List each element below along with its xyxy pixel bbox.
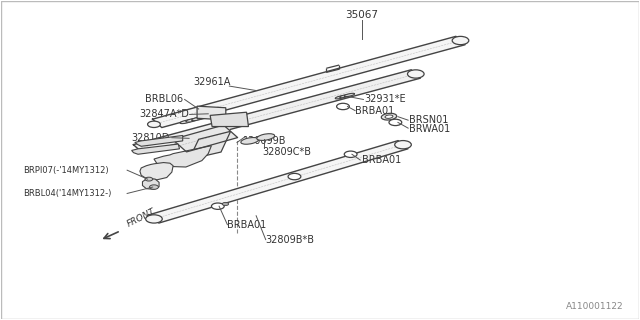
Circle shape	[395, 140, 412, 149]
Text: BRBL04('14MY1312-): BRBL04('14MY1312-)	[23, 189, 111, 198]
Polygon shape	[154, 146, 211, 167]
Ellipse shape	[186, 118, 198, 122]
Ellipse shape	[191, 117, 203, 121]
Text: BRSN01: BRSN01	[410, 115, 449, 125]
Circle shape	[148, 121, 161, 127]
Ellipse shape	[381, 113, 397, 120]
Ellipse shape	[180, 120, 192, 124]
Text: 32847A*D: 32847A*D	[140, 109, 189, 119]
Polygon shape	[135, 135, 182, 146]
Polygon shape	[152, 36, 465, 128]
Text: 35067: 35067	[345, 10, 378, 20]
Polygon shape	[172, 125, 237, 152]
Ellipse shape	[344, 93, 355, 97]
Ellipse shape	[241, 138, 259, 144]
Ellipse shape	[340, 94, 350, 98]
Circle shape	[222, 202, 228, 205]
Polygon shape	[210, 112, 248, 126]
Text: BRBA01: BRBA01	[355, 106, 394, 116]
Ellipse shape	[385, 115, 393, 118]
Text: BRBA01: BRBA01	[362, 155, 401, 165]
Text: 32810D: 32810D	[132, 133, 170, 143]
Polygon shape	[132, 144, 179, 154]
Text: 32931*E: 32931*E	[365, 94, 406, 104]
Circle shape	[146, 215, 163, 223]
Text: BRBL06: BRBL06	[145, 94, 182, 104]
Text: 32809C*B: 32809C*B	[262, 147, 312, 157]
Circle shape	[389, 119, 402, 125]
Polygon shape	[140, 163, 173, 180]
Circle shape	[145, 177, 153, 181]
Text: BRPI07(-'14MY1312): BRPI07(-'14MY1312)	[23, 166, 109, 175]
Circle shape	[211, 203, 224, 209]
Ellipse shape	[335, 96, 346, 99]
Circle shape	[337, 103, 349, 110]
Ellipse shape	[197, 116, 209, 119]
Circle shape	[288, 173, 301, 180]
Text: 130099B: 130099B	[243, 136, 287, 146]
Circle shape	[452, 36, 468, 45]
Polygon shape	[189, 131, 230, 159]
Polygon shape	[149, 140, 408, 223]
Circle shape	[344, 151, 357, 157]
Text: 32809B*B: 32809B*B	[266, 235, 315, 245]
Text: BRWA01: BRWA01	[410, 124, 451, 134]
Polygon shape	[134, 70, 420, 153]
Circle shape	[150, 185, 159, 189]
Text: 32961A: 32961A	[193, 77, 230, 87]
Polygon shape	[143, 179, 159, 189]
Ellipse shape	[257, 134, 275, 140]
Text: FRONT: FRONT	[125, 207, 157, 229]
Text: BRBA01: BRBA01	[227, 220, 267, 230]
Polygon shape	[197, 106, 226, 120]
Text: A110001122: A110001122	[566, 302, 623, 311]
Circle shape	[408, 70, 424, 78]
